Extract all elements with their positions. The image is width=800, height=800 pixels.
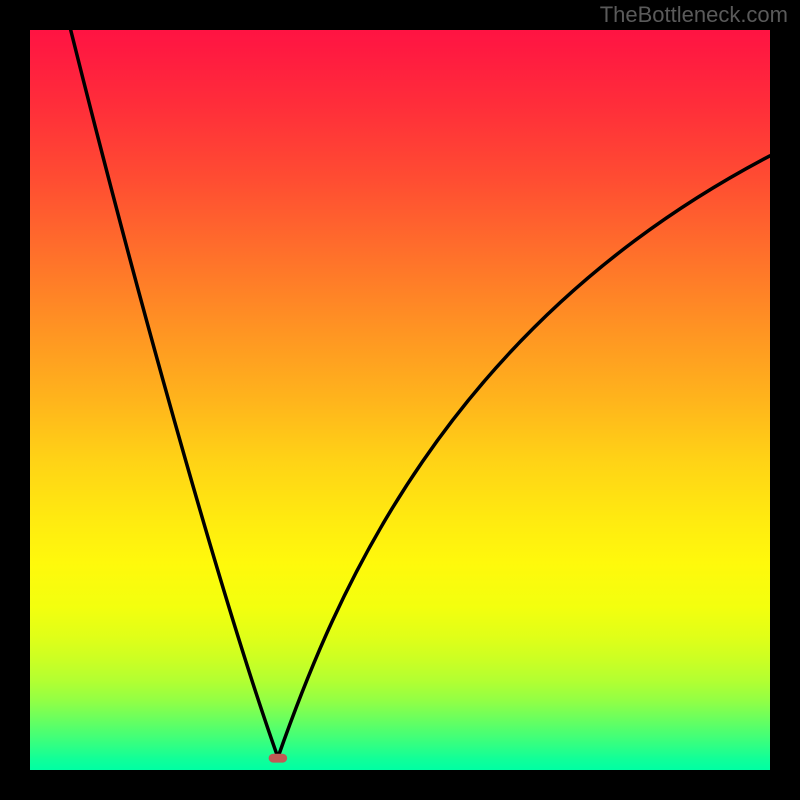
vertex-marker [269, 754, 288, 763]
plot-background-gradient [30, 30, 770, 770]
chart-svg [0, 0, 800, 800]
chart-container: TheBottleneck.com [0, 0, 800, 800]
watermark-text: TheBottleneck.com [600, 2, 788, 28]
